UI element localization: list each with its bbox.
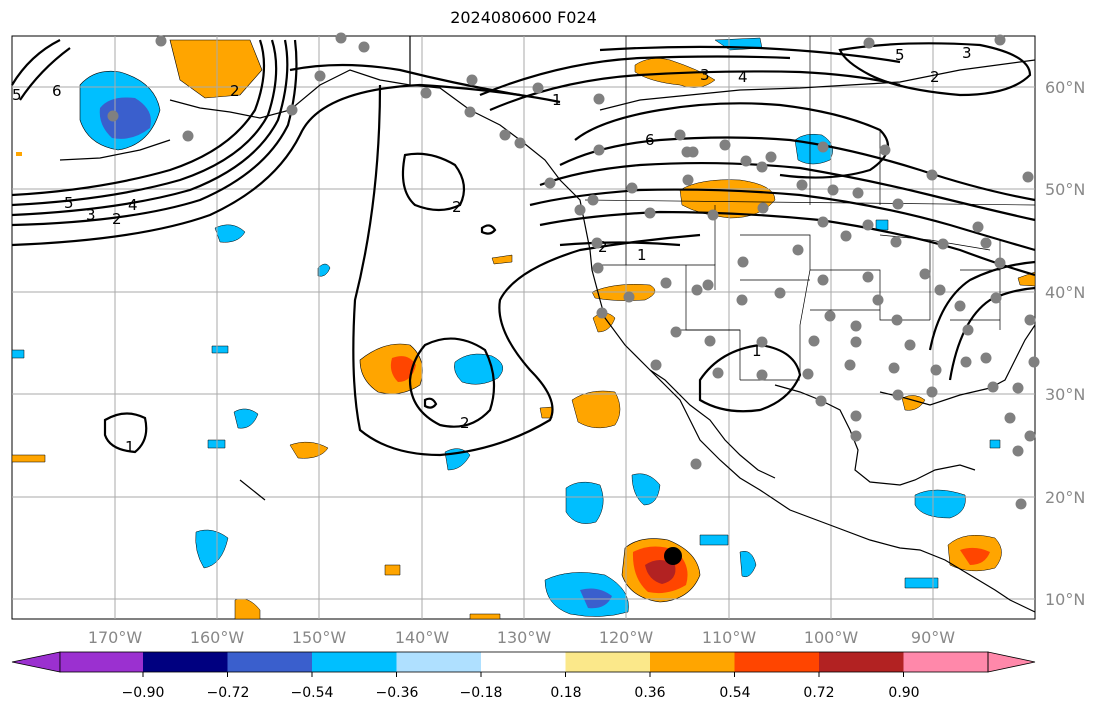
colorbar-segment	[819, 652, 904, 672]
contour-label: 2	[930, 68, 940, 86]
contour-label: 5	[12, 86, 22, 104]
lon-label: 150°W	[292, 628, 347, 647]
colorbar-border	[59, 651, 989, 673]
contour-label: 4	[738, 68, 748, 86]
lat-label: 50°N	[1045, 180, 1085, 199]
colorbar-ticks	[142, 672, 904, 677]
contour-label: 3	[700, 66, 710, 84]
colorbar-segment	[650, 652, 735, 672]
colorbar-tick-label: 0.72	[803, 685, 834, 701]
colorbar-segments	[11, 651, 1036, 673]
lon-label: 120°W	[599, 628, 654, 647]
contour-label: 2	[452, 198, 462, 216]
lon-label: 140°W	[395, 628, 450, 647]
colorbar-tick-label: −0.36	[376, 685, 419, 701]
contour-label-group: 5 6 5 4 3 2 1 2 6 1 3 4 2 5 3 2 1 2 1 2	[12, 44, 972, 456]
colorbar-segment	[734, 652, 819, 672]
contour-label: 2	[598, 238, 608, 256]
latitude-labels: 60°N 50°N 40°N 30°N 20°N 10°N	[1045, 78, 1085, 609]
lat-label: 40°N	[1045, 283, 1085, 302]
colorbar-segment	[903, 652, 988, 672]
lat-label: 60°N	[1045, 78, 1085, 97]
contour-label: 2	[230, 82, 240, 100]
contour-label: 5	[895, 46, 905, 64]
contour-label: 6	[52, 82, 62, 100]
contour-label: 3	[86, 206, 96, 224]
colorbar-tick-label: 0.18	[550, 685, 581, 701]
contours	[11, 39, 1036, 457]
map-title: 2024080600 F024	[450, 8, 597, 27]
colorbar-tick-label: 0.36	[634, 685, 665, 701]
colorbar-tick-label: −0.90	[122, 685, 165, 701]
colorbar-tick-label: −0.54	[291, 685, 334, 701]
lat-label: 20°N	[1045, 488, 1085, 507]
lon-label: 130°W	[497, 628, 552, 647]
storm-marker	[664, 547, 682, 565]
lon-label: 160°W	[190, 628, 245, 647]
colorbar-tick-label: 0.54	[719, 685, 750, 701]
contour-label: 2	[112, 210, 122, 228]
contour-label: 4	[128, 196, 138, 214]
lon-label: 170°W	[88, 628, 143, 647]
contour-label: 6	[645, 131, 655, 149]
contour-label: 2	[460, 414, 470, 432]
colorbar-tick-label: −0.72	[207, 685, 250, 701]
lat-label: 30°N	[1045, 385, 1085, 404]
lon-label: 90°W	[911, 628, 955, 647]
lon-label: 110°W	[702, 628, 757, 647]
contour-label: 5	[64, 194, 74, 212]
colorbar-segment	[312, 652, 397, 672]
contour-label: 1	[552, 91, 562, 109]
lon-label: 100°W	[804, 628, 859, 647]
map-panel: 5 6 5 4 3 2 1 2 6 1 3 4 2 5 3 2 1 2 1 2	[11, 32, 1040, 620]
colorbar-segment	[227, 652, 312, 672]
colorbar-extend-max	[987, 651, 1036, 673]
colorbar-segment	[565, 652, 650, 672]
colorbar-segment	[143, 652, 228, 672]
contour-label: 1	[125, 438, 135, 456]
colorbar-segment	[60, 652, 143, 672]
station-dots	[107, 32, 1040, 510]
contour-label: 1	[752, 342, 762, 360]
contour-label: 1	[637, 246, 647, 264]
colorbar-segment	[481, 652, 566, 672]
colorbar-extend-min	[11, 651, 61, 673]
longitude-labels: 170°W 160°W 150°W 140°W 130°W 120°W 110°…	[88, 628, 955, 647]
colorbar: −0.90 −0.72 −0.54 −0.36 −0.18 0.18 0.36 …	[11, 651, 1036, 701]
shaded-anomalies	[11, 37, 1036, 620]
colorbar-tick-labels: −0.90 −0.72 −0.54 −0.36 −0.18 0.18 0.36 …	[122, 685, 920, 701]
colorbar-tick-label: −0.18	[460, 685, 503, 701]
lat-label: 10°N	[1045, 590, 1085, 609]
colorbar-tick-label: 0.90	[888, 685, 919, 701]
graticule	[12, 36, 1035, 619]
contour-label: 3	[962, 44, 972, 62]
colorbar-segment	[396, 652, 481, 672]
